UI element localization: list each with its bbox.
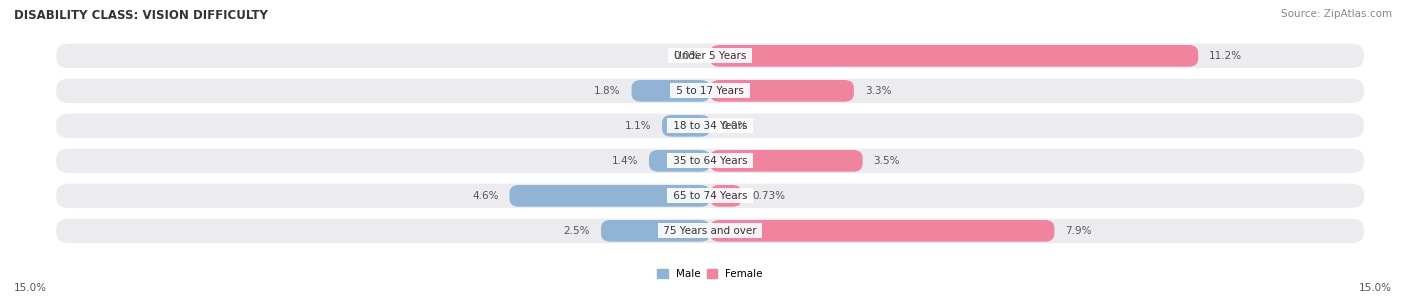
FancyBboxPatch shape: [631, 80, 710, 102]
Text: 11.2%: 11.2%: [1209, 51, 1243, 61]
Text: 0.73%: 0.73%: [752, 191, 786, 201]
Text: 0.0%: 0.0%: [721, 121, 747, 131]
Text: 0.0%: 0.0%: [673, 51, 699, 61]
Text: Source: ZipAtlas.com: Source: ZipAtlas.com: [1281, 9, 1392, 19]
Text: 75 Years and over: 75 Years and over: [659, 226, 761, 236]
FancyBboxPatch shape: [56, 113, 1364, 138]
FancyBboxPatch shape: [509, 185, 710, 207]
Text: 7.9%: 7.9%: [1066, 226, 1091, 236]
FancyBboxPatch shape: [710, 150, 862, 172]
Text: 35 to 64 Years: 35 to 64 Years: [669, 156, 751, 166]
FancyBboxPatch shape: [710, 45, 1198, 67]
Text: 3.5%: 3.5%: [873, 156, 900, 166]
FancyBboxPatch shape: [710, 220, 1054, 242]
Text: 4.6%: 4.6%: [472, 191, 499, 201]
Text: 15.0%: 15.0%: [14, 283, 46, 293]
Text: Under 5 Years: Under 5 Years: [671, 51, 749, 61]
FancyBboxPatch shape: [56, 79, 1364, 103]
FancyBboxPatch shape: [650, 150, 710, 172]
Text: 3.3%: 3.3%: [865, 86, 891, 96]
FancyBboxPatch shape: [710, 185, 742, 207]
Text: 18 to 34 Years: 18 to 34 Years: [669, 121, 751, 131]
Legend: Male, Female: Male, Female: [652, 265, 768, 283]
Text: 1.1%: 1.1%: [624, 121, 651, 131]
FancyBboxPatch shape: [710, 80, 853, 102]
Text: 65 to 74 Years: 65 to 74 Years: [669, 191, 751, 201]
Text: 5 to 17 Years: 5 to 17 Years: [673, 86, 747, 96]
Text: 1.4%: 1.4%: [612, 156, 638, 166]
FancyBboxPatch shape: [56, 149, 1364, 173]
FancyBboxPatch shape: [662, 115, 710, 137]
Text: DISABILITY CLASS: VISION DIFFICULTY: DISABILITY CLASS: VISION DIFFICULTY: [14, 9, 269, 22]
Text: 2.5%: 2.5%: [564, 226, 591, 236]
FancyBboxPatch shape: [602, 220, 710, 242]
Text: 1.8%: 1.8%: [595, 86, 620, 96]
FancyBboxPatch shape: [56, 44, 1364, 68]
Text: 15.0%: 15.0%: [1360, 283, 1392, 293]
FancyBboxPatch shape: [56, 219, 1364, 243]
FancyBboxPatch shape: [56, 184, 1364, 208]
